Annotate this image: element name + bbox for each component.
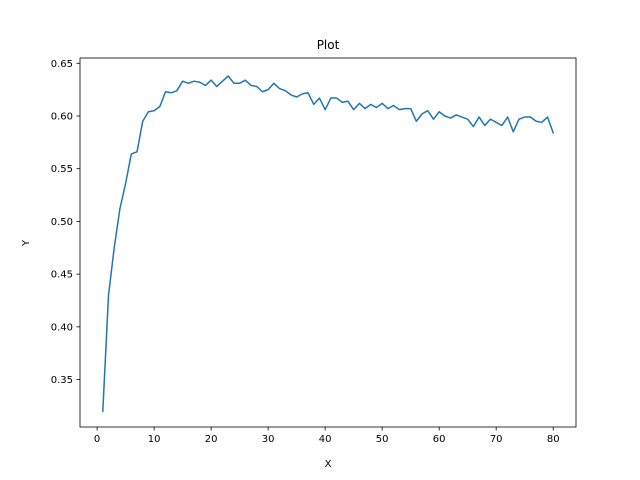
- x-tick-label: 50: [376, 434, 389, 445]
- plot-frame: [79, 57, 577, 428]
- y-axis-ticks: 0.35 0.40 0.45 0.50 0.55 0.60 0.65: [51, 59, 80, 386]
- x-tick-label: 40: [319, 434, 332, 445]
- chart-title: Plot: [317, 38, 340, 52]
- y-axis-label: Y: [21, 239, 32, 247]
- x-tick-label: 30: [262, 434, 275, 445]
- y-tick-label: 0.45: [51, 270, 73, 281]
- series-line: [102, 75, 555, 412]
- x-tick-label: 80: [547, 434, 560, 445]
- x-tick-label: 0: [94, 434, 100, 445]
- y-tick-label: 0.50: [51, 217, 73, 228]
- x-tick-label: 60: [433, 434, 446, 445]
- y-tick-label: 0.40: [51, 322, 73, 333]
- x-axis-ticks: 0 10 20 30 40 50 60 70 80: [94, 427, 560, 445]
- y-tick-label: 0.60: [51, 111, 73, 122]
- x-axis-label: X: [325, 459, 332, 470]
- y-tick-label: 0.35: [51, 375, 73, 386]
- x-tick-label: 20: [205, 434, 218, 445]
- x-tick-label: 70: [490, 434, 503, 445]
- y-tick-label: 0.65: [51, 59, 73, 70]
- y-tick-label: 0.55: [51, 164, 73, 175]
- x-tick-label: 10: [148, 434, 161, 445]
